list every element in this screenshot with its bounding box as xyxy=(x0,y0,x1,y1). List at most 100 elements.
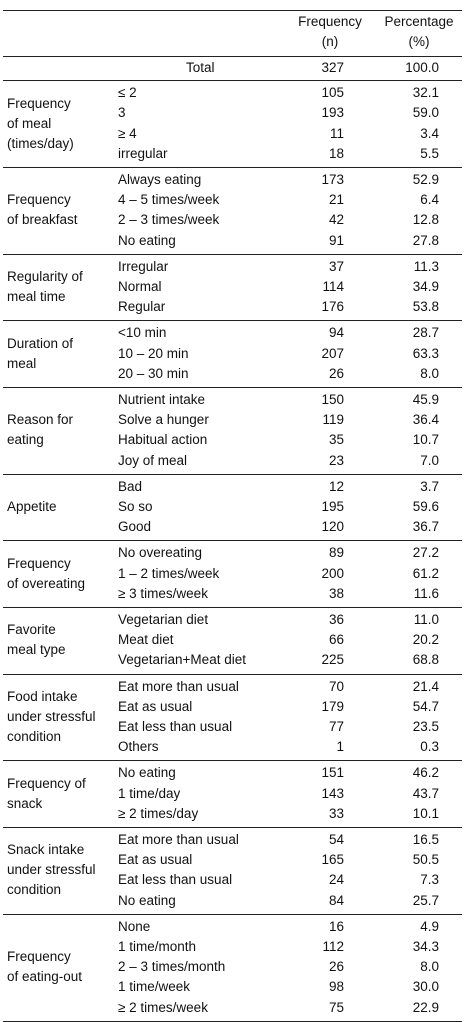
category-cell: No overeating xyxy=(118,545,203,561)
percentage-cell: 27.8 xyxy=(412,232,439,248)
category-cell: None xyxy=(118,918,151,934)
table-row: Eat more than usual 70 21.4 xyxy=(0,677,465,697)
table-rule xyxy=(3,760,462,762)
table-row: No eating 91 27.8 xyxy=(0,231,465,251)
frequency-cell: 207 xyxy=(321,345,344,361)
category-cell: Solve a hunger xyxy=(118,412,209,428)
group-label-line: Food intake xyxy=(7,689,78,704)
table-row: Solve a hunger 119 36.4 xyxy=(0,410,465,430)
category-cell: Bad xyxy=(118,478,143,494)
percentage-cell: 8.0 xyxy=(420,365,439,381)
group-label-line: condition xyxy=(7,882,62,898)
percentage-cell: 6.4 xyxy=(420,192,439,208)
percentage-column-header: Percentage (%) xyxy=(375,12,463,52)
group-label: Frequency of meal (times/day) xyxy=(7,94,117,154)
category-cell: No eating xyxy=(118,765,176,781)
table-row: So so 195 59.6 xyxy=(0,497,465,517)
table-rule xyxy=(3,913,462,915)
group-label: Frequency of snack xyxy=(7,774,117,814)
group-label-line: Reason for xyxy=(7,412,74,428)
percentage-cell: 0.3 xyxy=(420,739,439,755)
total-percentage: 100.0 xyxy=(405,60,439,75)
frequency-cell: 119 xyxy=(322,412,344,428)
frequency-cell: 33 xyxy=(328,805,344,821)
table-row: 10 – 20 min 207 63.3 xyxy=(0,344,465,364)
table-row: 1 time/month 112 34.3 xyxy=(0,937,465,957)
percentage-cell: 12.8 xyxy=(412,212,439,228)
percentage-cell: 22.9 xyxy=(412,999,439,1015)
category-cell: ≥ 3 times/week xyxy=(118,585,208,601)
total-label: Total xyxy=(186,60,215,75)
frequency-cell: 36 xyxy=(328,612,344,627)
table-row: No eating 84 25.7 xyxy=(0,891,465,911)
table-rule xyxy=(3,540,462,542)
category-cell: Habitual action xyxy=(118,432,208,448)
table-row: No overeating 89 27.2 xyxy=(0,543,465,563)
percentage-cell: 10.1 xyxy=(412,805,439,821)
group-label-line: of overeating xyxy=(7,575,86,591)
percentage-cell: 4.9 xyxy=(420,918,439,934)
frequency-cell: 120 xyxy=(321,519,344,535)
table-row: None 16 4.9 xyxy=(0,917,465,937)
group-label-line: under stressful xyxy=(7,862,96,878)
group-label-line: meal xyxy=(7,355,37,371)
category-cell: 2 – 3 times/month xyxy=(118,959,226,975)
frequency-cell: 165 xyxy=(321,852,344,868)
percentage-cell: 34.9 xyxy=(412,279,439,294)
group-label-line: snack xyxy=(7,795,43,811)
frequency-cell: 195 xyxy=(321,499,344,514)
percentage-cell: 34.3 xyxy=(412,939,439,954)
frequency-cell: 26 xyxy=(328,959,344,975)
table-rule xyxy=(3,56,462,57)
table-row: Eat more than usual 54 16.5 xyxy=(0,830,465,850)
frequency-cell: 66 xyxy=(328,632,344,648)
frequency-cell: 84 xyxy=(328,892,344,908)
table-row: ≥ 4 11 3.4 xyxy=(0,124,465,144)
category-cell: 1 – 2 times/week xyxy=(118,565,220,581)
category-cell: Meat diet xyxy=(118,632,174,648)
frequency-cell: 38 xyxy=(328,585,344,601)
category-cell: Eat as usual xyxy=(118,852,193,868)
frequency-cell: 176 xyxy=(321,299,344,315)
percentage-cell: 7.3 xyxy=(420,872,439,888)
category-cell: 1 time/day xyxy=(118,785,181,801)
category-cell: Eat as usual xyxy=(118,698,193,714)
table-rule xyxy=(3,387,462,388)
category-cell: Irregular xyxy=(118,258,169,274)
table-row: Normal 114 34.9 xyxy=(0,277,465,297)
percentage-cell: 16.5 xyxy=(412,832,439,847)
table-row: Joy of meal 23 7.0 xyxy=(0,451,465,471)
table-row: Eat as usual 179 54.7 xyxy=(0,697,465,717)
group-label-line: Regularity of xyxy=(7,269,83,285)
percentage-cell: 52.9 xyxy=(412,172,439,187)
percentage-cell: 11.0 xyxy=(413,612,439,627)
table-row: 1 – 2 times/week 200 61.2 xyxy=(0,564,465,584)
percentage-cell: 30.0 xyxy=(412,979,439,995)
category-cell: No eating xyxy=(118,232,176,248)
group-label-line: meal time xyxy=(7,289,66,305)
table-rule xyxy=(3,607,462,608)
frequency-cell: 179 xyxy=(321,698,344,714)
group-label: Frequency of breakfast xyxy=(7,190,117,230)
category-cell: ≥ 4 xyxy=(118,125,137,141)
group-label: Reason for eating xyxy=(7,410,117,450)
percentage-cell: 59.6 xyxy=(412,499,439,514)
table-row: Habitual action 35 10.7 xyxy=(0,430,465,450)
group-label-line: Appetite xyxy=(7,499,57,515)
table-row: Vegetarian diet 36 11.0 xyxy=(0,610,465,630)
group-label-line: eating xyxy=(7,432,44,448)
group-label-line: (times/day) xyxy=(7,135,74,151)
group-label-line: Frequency xyxy=(7,949,71,965)
frequency-cell: 151 xyxy=(321,765,344,781)
frequency-cell: 91 xyxy=(328,232,344,248)
category-cell: Vegetarian diet xyxy=(118,612,209,627)
category-cell: Eat less than usual xyxy=(118,719,233,734)
frequency-cell: 75 xyxy=(328,999,344,1015)
category-cell: Eat less than usual xyxy=(118,872,233,888)
percentage-cell: 45.9 xyxy=(412,392,439,407)
category-cell: Regular xyxy=(118,299,166,315)
table-row: Meat diet 66 20.2 xyxy=(0,630,465,650)
frequency-cell: 150 xyxy=(321,392,344,407)
category-cell: <10 min xyxy=(118,325,167,341)
table-row: ≤ 2 105 32.1 xyxy=(0,83,465,103)
